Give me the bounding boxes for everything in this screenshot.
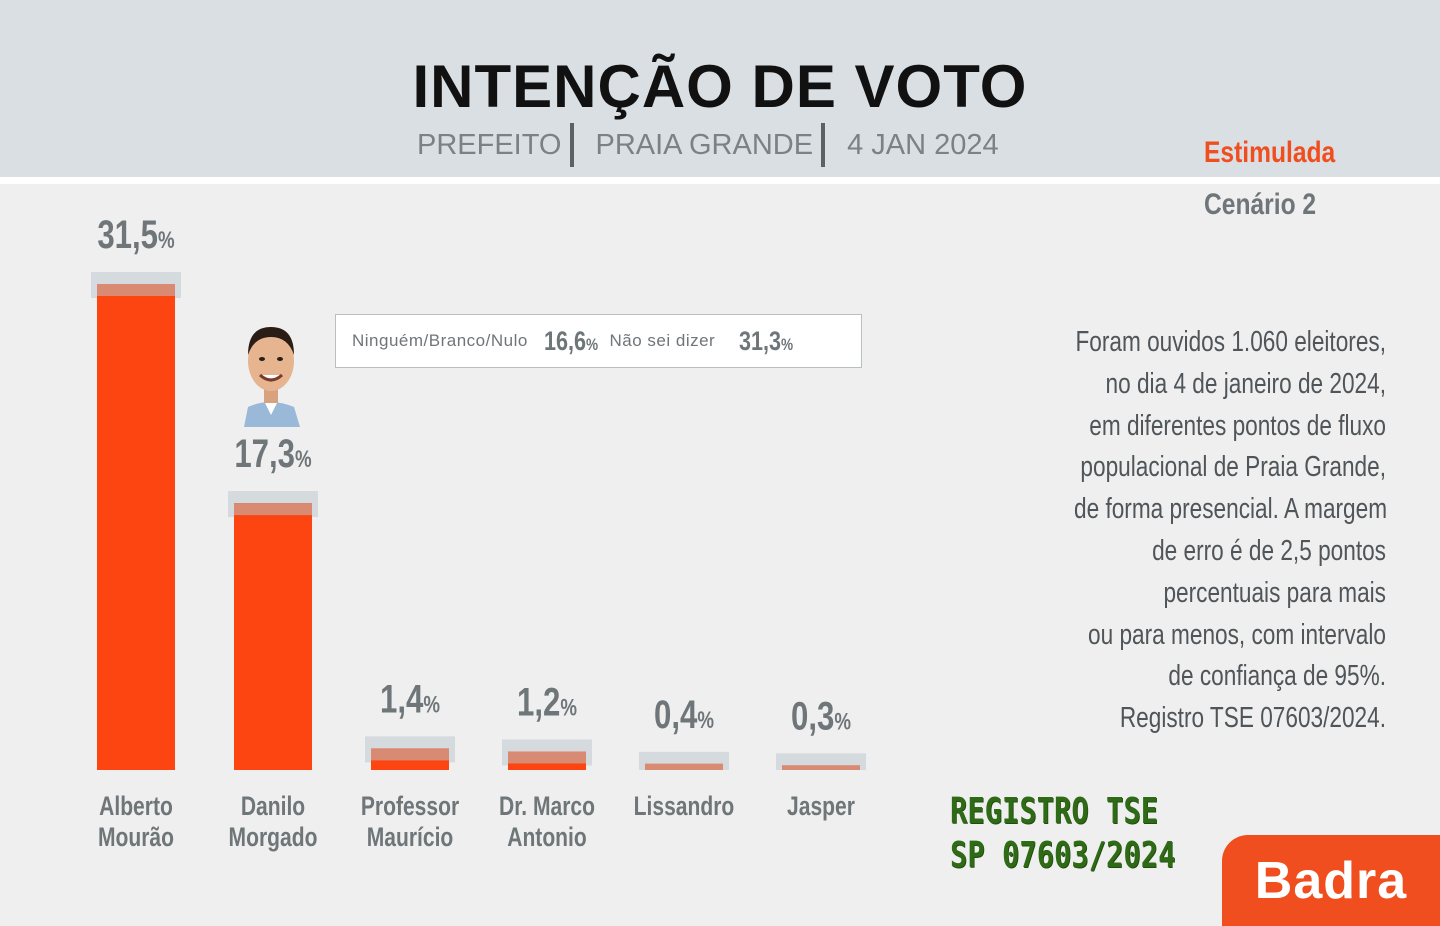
bar-margin-overlap	[371, 748, 449, 761]
chart-title: INTENÇÃO DE VOTO	[412, 53, 1028, 120]
legend-undecided-value: 31,3%	[739, 325, 794, 356]
bar-value-label: 17,3%	[234, 431, 311, 476]
stamp-line-2: SP 07603/2024	[950, 835, 1176, 876]
methodology-line: de forma presencial. A margem	[1074, 493, 1388, 526]
category-label: Dr. Marco Antonio	[499, 792, 595, 853]
subtitle-separator	[821, 123, 826, 167]
methodology-line: populacional de Praia Grande,	[1080, 451, 1386, 484]
badra-logo: Badra	[1222, 835, 1440, 926]
subtitle-date: 4 JAN 2024	[847, 128, 999, 161]
bar	[234, 503, 312, 770]
subtitle-separator	[569, 123, 574, 167]
category-label: Professor Maurício	[361, 792, 460, 853]
category-label: Lissandro	[634, 792, 735, 822]
bar-margin-overlap	[645, 763, 723, 770]
category-label: Danilo Morgado	[229, 792, 318, 853]
bar-margin-overlap	[782, 765, 860, 770]
category-label: Alberto Mourão	[98, 792, 174, 853]
methodology-line: percentuais para mais	[1163, 576, 1386, 609]
methodology-line: Foram ouvidos 1.060 eleitores,	[1075, 326, 1386, 358]
methodology-line: de confiança de 95%.	[1168, 660, 1386, 693]
undecided-legend: Ninguém/Branco/Nulo 16,6% Não sei dizer …	[335, 314, 862, 368]
survey-type-tag: Estimulada	[1204, 136, 1336, 169]
subtitle-office: PREFEITO	[417, 128, 562, 161]
subtitle-city: PRAIA GRANDE	[595, 128, 814, 161]
bar	[97, 284, 175, 770]
bar-value-label: 31,5%	[97, 212, 174, 257]
legend-undecided-label: Não sei dizer	[609, 331, 716, 350]
legend-null-value: 16,6%	[543, 325, 598, 356]
methodology-line: no dia 4 de janeiro de 2024,	[1105, 367, 1386, 400]
legend-null-label: Ninguém/Branco/Nulo	[352, 331, 528, 350]
bar-value-label: 0,3%	[791, 694, 851, 739]
category-label: Jasper	[787, 792, 855, 822]
methodology-text: Foram ouvidos 1.060 eleitores, no dia 4 …	[986, 322, 1388, 740]
methodology-line: em diferentes pontos de fluxo	[1089, 409, 1386, 442]
bar-margin-overlap	[97, 284, 175, 296]
candidate-avatar-icon	[244, 327, 300, 427]
header-band	[0, 0, 1440, 177]
bar-margin-overlap	[508, 751, 586, 764]
chart-subtitle: PREFEITO PRAIA GRANDE 4 JAN 2024	[417, 122, 999, 168]
methodology-line: Registro TSE 07603/2024.	[1119, 702, 1386, 735]
methodology-line: ou para menos, com intervalo	[1088, 618, 1386, 651]
bar-margin-overlap	[234, 503, 312, 516]
bar-value-label: 1,2%	[517, 680, 577, 725]
bar-value-label: 0,4%	[654, 692, 714, 737]
methodology-line: de erro é de 2,5 pontos	[1152, 534, 1386, 567]
bar-value-label: 1,4%	[380, 677, 440, 722]
header-divider	[0, 177, 1440, 184]
stamp-line-1: REGISTRO TSE	[950, 791, 1159, 832]
registration-stamp: REGISTRO TSE SP 07603/2024	[950, 790, 1175, 878]
scenario-tag: Cenário 2	[1204, 188, 1317, 221]
